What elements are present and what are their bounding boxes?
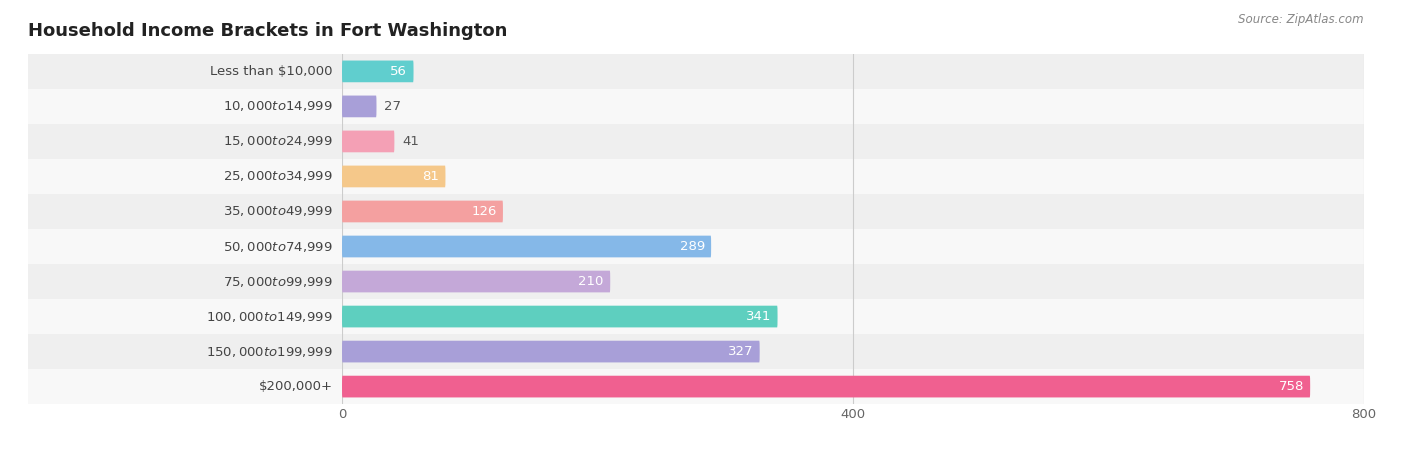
Bar — [342, 159, 1364, 194]
Bar — [28, 369, 342, 404]
FancyBboxPatch shape — [342, 236, 711, 257]
Text: $25,000 to $34,999: $25,000 to $34,999 — [224, 169, 333, 184]
Text: 758: 758 — [1278, 380, 1303, 393]
Bar — [28, 229, 342, 264]
Text: $100,000 to $149,999: $100,000 to $149,999 — [207, 309, 333, 324]
Bar — [28, 264, 342, 299]
Bar — [28, 159, 342, 194]
FancyBboxPatch shape — [342, 341, 759, 362]
Bar — [28, 334, 342, 369]
Bar — [342, 229, 1364, 264]
Text: Household Income Brackets in Fort Washington: Household Income Brackets in Fort Washin… — [28, 22, 508, 40]
Bar — [28, 89, 342, 124]
Bar — [342, 264, 1364, 299]
Text: Source: ZipAtlas.com: Source: ZipAtlas.com — [1239, 13, 1364, 26]
Text: $75,000 to $99,999: $75,000 to $99,999 — [224, 274, 333, 289]
FancyBboxPatch shape — [342, 271, 610, 292]
Text: 126: 126 — [471, 205, 496, 218]
Bar — [28, 124, 342, 159]
Text: $10,000 to $14,999: $10,000 to $14,999 — [224, 99, 333, 114]
FancyBboxPatch shape — [342, 131, 394, 152]
Text: 56: 56 — [391, 65, 408, 78]
Text: $50,000 to $74,999: $50,000 to $74,999 — [224, 239, 333, 254]
Text: 81: 81 — [422, 170, 439, 183]
Text: 210: 210 — [578, 275, 603, 288]
Text: 327: 327 — [728, 345, 754, 358]
Bar — [28, 299, 342, 334]
Text: $200,000+: $200,000+ — [259, 380, 333, 393]
Bar — [342, 369, 1364, 404]
Bar — [342, 89, 1364, 124]
Bar — [28, 194, 342, 229]
Text: 341: 341 — [745, 310, 770, 323]
Bar — [342, 194, 1364, 229]
Bar — [342, 54, 1364, 89]
Text: 27: 27 — [384, 100, 401, 113]
Text: Less than $10,000: Less than $10,000 — [209, 65, 333, 78]
FancyBboxPatch shape — [342, 306, 778, 327]
Text: $150,000 to $199,999: $150,000 to $199,999 — [207, 344, 333, 359]
Bar — [342, 334, 1364, 369]
FancyBboxPatch shape — [342, 96, 377, 117]
Bar — [28, 54, 342, 89]
FancyBboxPatch shape — [342, 166, 446, 187]
FancyBboxPatch shape — [342, 61, 413, 82]
Bar — [342, 124, 1364, 159]
Text: 41: 41 — [402, 135, 419, 148]
FancyBboxPatch shape — [342, 376, 1310, 397]
Text: $35,000 to $49,999: $35,000 to $49,999 — [224, 204, 333, 219]
Text: $15,000 to $24,999: $15,000 to $24,999 — [224, 134, 333, 149]
Bar — [342, 299, 1364, 334]
Text: 289: 289 — [679, 240, 704, 253]
FancyBboxPatch shape — [342, 201, 503, 222]
